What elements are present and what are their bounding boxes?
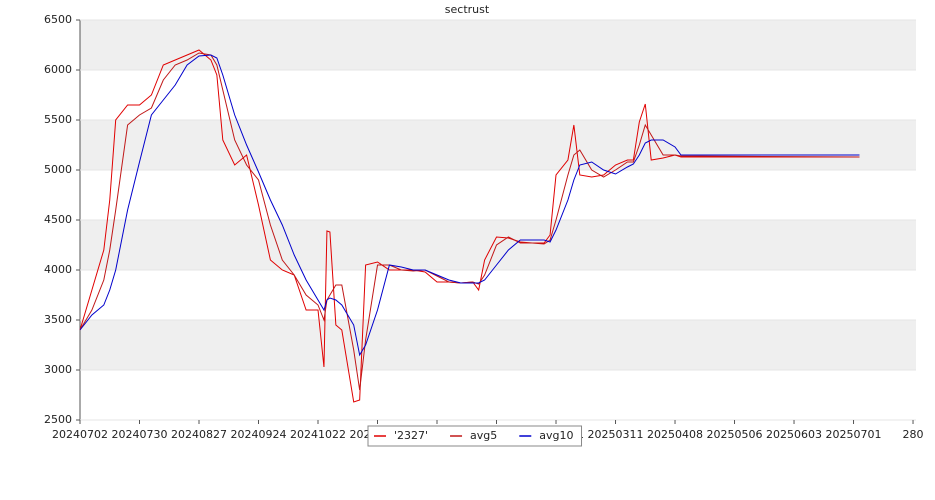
y-tick-label: 4000 bbox=[44, 263, 72, 276]
y-tick-label: 6500 bbox=[44, 13, 72, 26]
series-line bbox=[79, 54, 860, 357]
y-tick-label: 3000 bbox=[44, 363, 72, 376]
y-tick-label: 3500 bbox=[44, 313, 72, 326]
y-tick-label: 6000 bbox=[44, 63, 72, 76]
legend-label: avg5 bbox=[470, 429, 497, 442]
series-line bbox=[79, 52, 860, 391]
x-tick-label: 20240702 bbox=[52, 428, 108, 441]
x-tick-label: 20250506 bbox=[707, 428, 763, 441]
x-tick-label: 20250408 bbox=[647, 428, 703, 441]
x-tick-label: 280 bbox=[903, 428, 924, 441]
grid-band bbox=[80, 120, 916, 170]
grid-band bbox=[80, 20, 916, 70]
x-tick-label: 20250701 bbox=[826, 428, 882, 441]
grid-band bbox=[80, 320, 916, 370]
x-tick-label: 20250311 bbox=[588, 428, 644, 441]
y-tick-label: 5500 bbox=[44, 113, 72, 126]
x-tick-label: 20240730 bbox=[112, 428, 168, 441]
x-tick-label: 20240827 bbox=[171, 428, 227, 441]
y-tick-label: 5000 bbox=[44, 163, 72, 176]
series-line bbox=[79, 49, 860, 403]
x-tick-label: 20241022 bbox=[290, 428, 346, 441]
grid-band bbox=[80, 220, 916, 270]
legend-label: avg10 bbox=[539, 429, 573, 442]
chart-title: sectrust bbox=[445, 3, 490, 16]
y-tick-label: 4500 bbox=[44, 213, 72, 226]
x-tick-label: 20250603 bbox=[766, 428, 822, 441]
legend-box bbox=[367, 425, 583, 447]
x-tick-label: 20240924 bbox=[231, 428, 287, 441]
legend-label: '2327' bbox=[394, 429, 428, 442]
y-tick-label: 2500 bbox=[44, 413, 72, 426]
